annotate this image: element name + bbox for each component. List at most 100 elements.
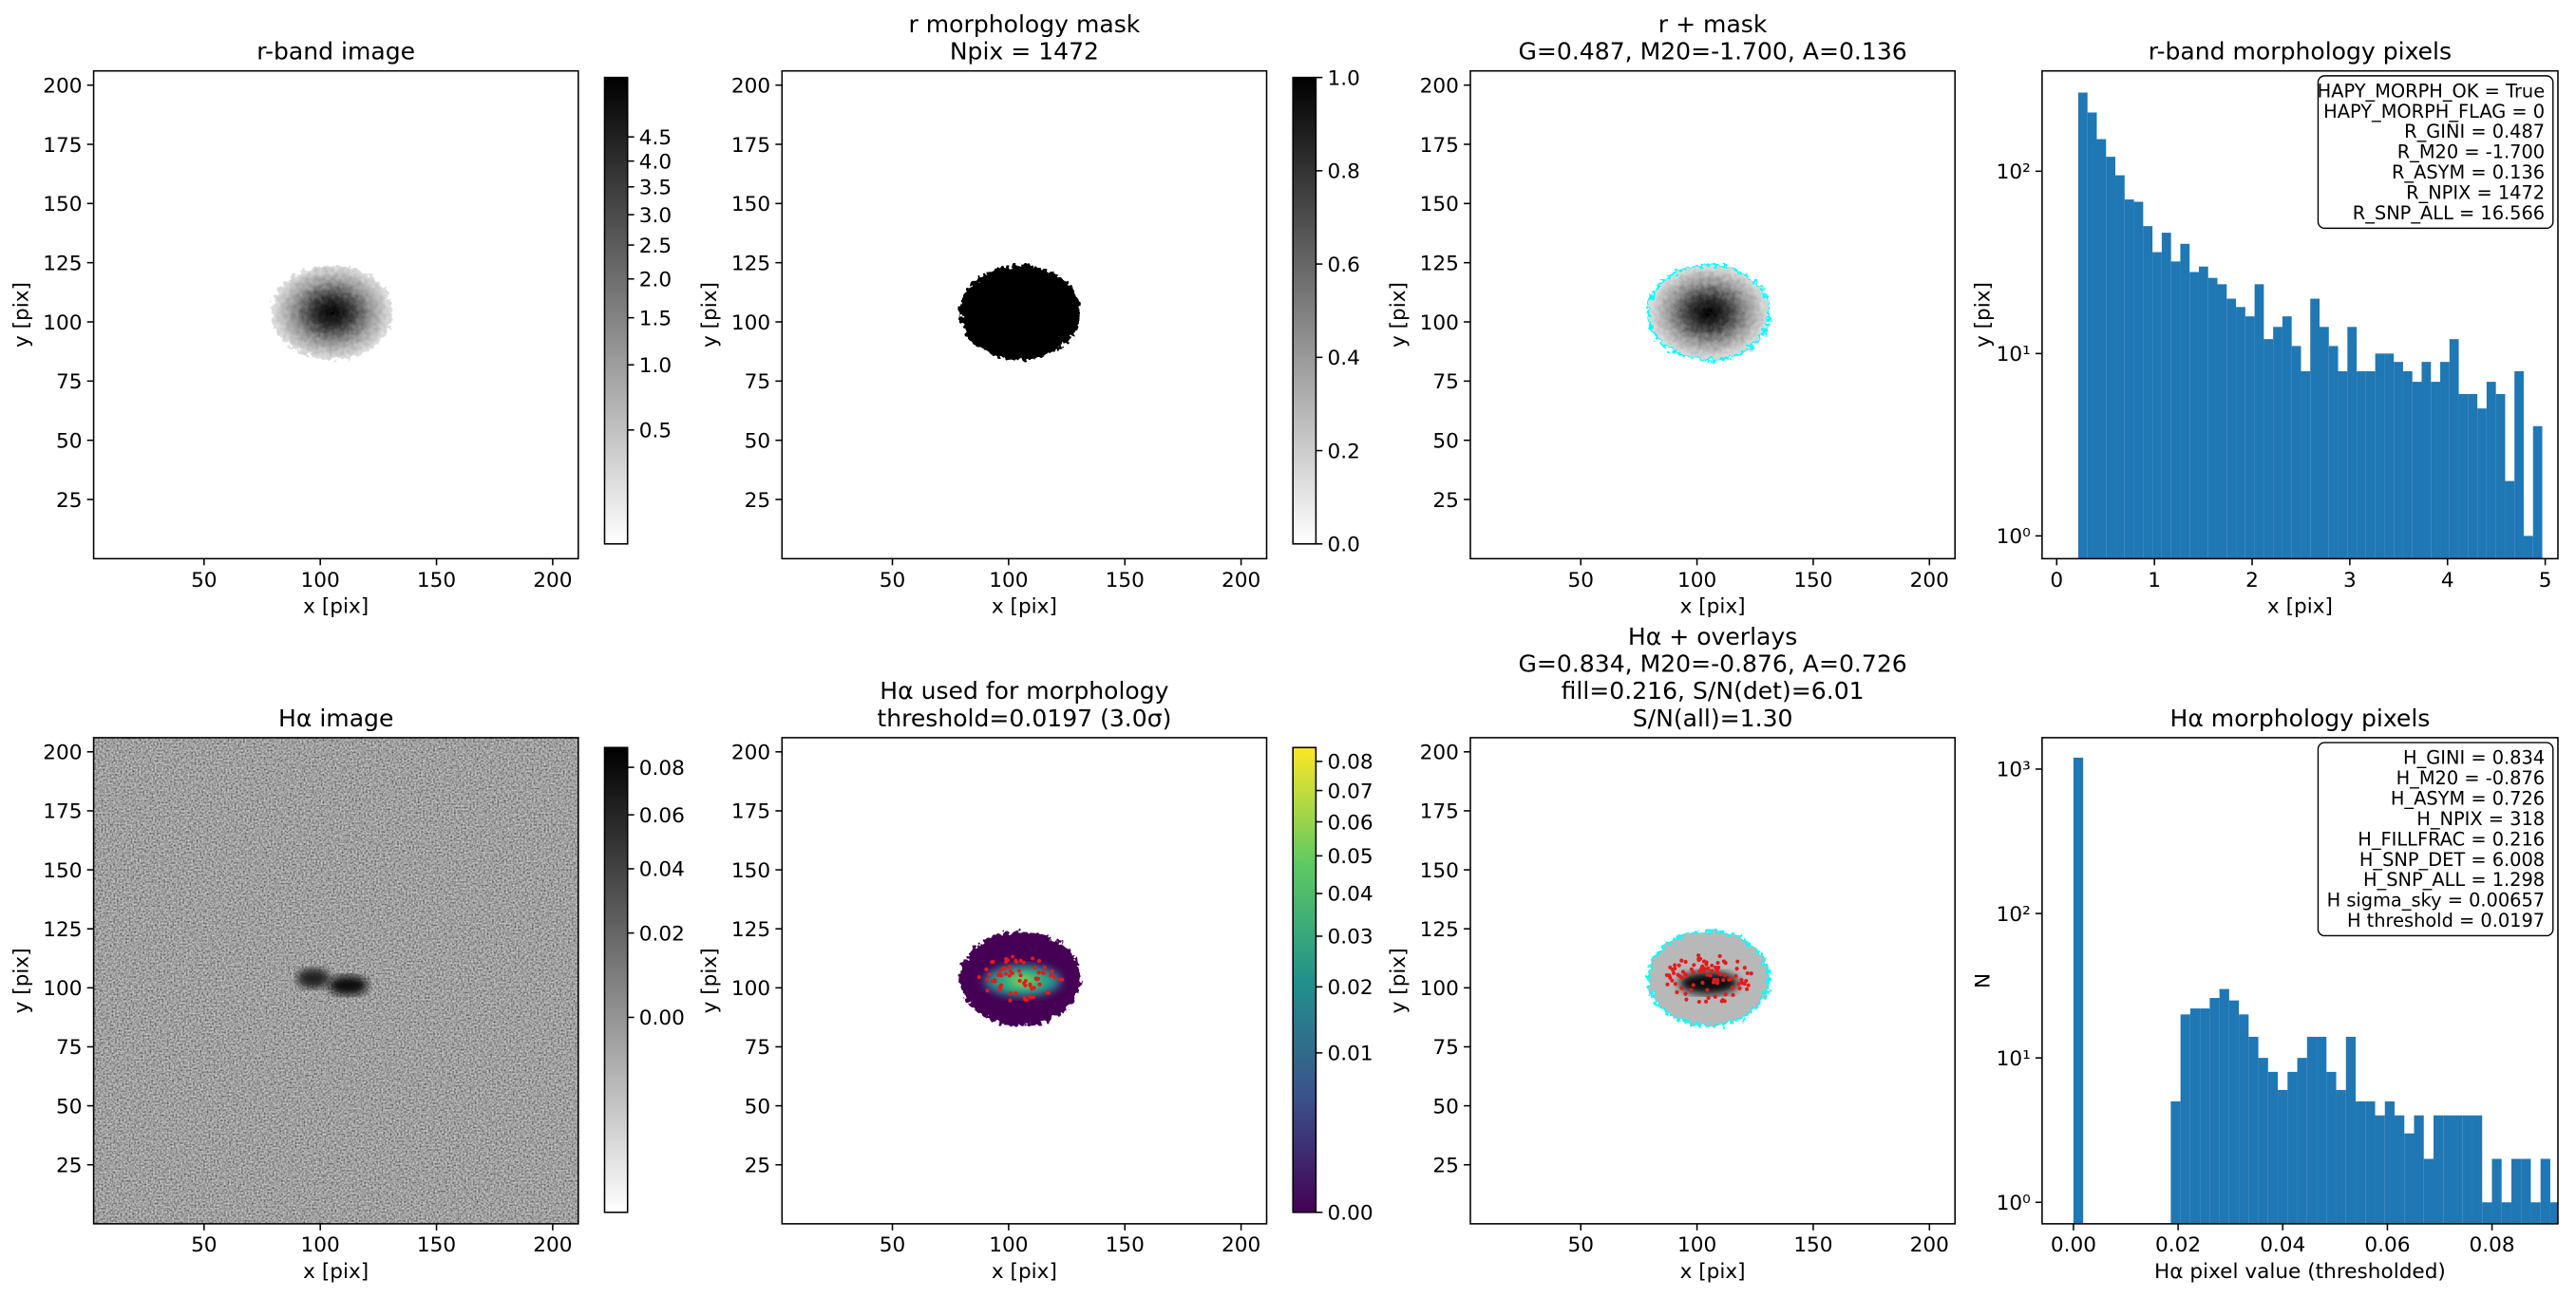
bar xyxy=(2096,139,2107,559)
overlay-dot xyxy=(1730,986,1734,990)
chart-title: threshold=0.0197 (3.0σ) xyxy=(877,705,1171,732)
overlay-dot xyxy=(1691,969,1695,975)
overlay-dot xyxy=(1001,966,1006,970)
y-tick-label: 75 xyxy=(745,370,771,394)
bar xyxy=(2180,243,2190,559)
colorbar xyxy=(1292,746,1317,1213)
y-tick-label: 150 xyxy=(43,193,82,216)
bar xyxy=(2357,370,2366,559)
colorbar-tick-label: 0.4 xyxy=(1328,347,1360,370)
emission xyxy=(328,975,369,996)
bar xyxy=(2347,327,2358,559)
chart-title: Hα morphology pixels xyxy=(2169,705,2430,732)
overlay-dot xyxy=(1042,965,1047,969)
colorbar-tick-label: 0.5 xyxy=(639,420,672,443)
overlay-dot xyxy=(1714,969,1719,973)
y-tick-label: 125 xyxy=(1420,918,1459,942)
x-tick-label: 50 xyxy=(880,569,906,593)
bar xyxy=(2395,1115,2405,1224)
chart-title: G=0.834, M20=-0.876, A=0.726 xyxy=(1518,650,1906,678)
y-tick-label: 125 xyxy=(731,252,770,275)
x-tick-label: 2 xyxy=(2245,569,2259,593)
overlay-dot xyxy=(1735,959,1740,964)
plot-area xyxy=(93,70,578,559)
overlay-dot xyxy=(1745,987,1750,991)
overlay-dot xyxy=(998,987,1003,991)
bar xyxy=(2282,316,2292,559)
overlay-dot xyxy=(1746,983,1751,988)
overlay-dot xyxy=(997,969,1002,973)
overlay-dot xyxy=(1668,965,1673,970)
bar xyxy=(2375,1115,2385,1224)
bar xyxy=(2320,327,2329,559)
colorbar-tick-label: 0.04 xyxy=(1328,883,1373,907)
overlay-dot xyxy=(999,973,1004,978)
y-tick-label: 10¹ xyxy=(1997,1047,2031,1071)
bar xyxy=(2198,266,2208,559)
overlay-dot xyxy=(1665,982,1670,987)
overlay-dot xyxy=(1701,959,1707,964)
x-tick-label: 4 xyxy=(2441,569,2454,593)
y-tick-label: 200 xyxy=(43,74,82,98)
overlay-dot xyxy=(1691,983,1695,988)
bar xyxy=(2170,1100,2181,1224)
y-axis-label: y [pix] xyxy=(1387,948,1411,1013)
panel: 50 100 150 200 25 50 75 100 125 150 175 200 x [pix] y… xyxy=(9,705,685,1284)
overlay-dot xyxy=(1699,967,1704,971)
overlay-dot xyxy=(1670,978,1675,983)
overlay-dot xyxy=(1742,966,1747,970)
overlay-dot xyxy=(996,972,1001,978)
y-tick-label: 200 xyxy=(1420,74,1459,98)
y-tick-label: 75 xyxy=(56,1036,82,1060)
bar xyxy=(2549,1202,2558,1224)
overlay-dot xyxy=(1721,978,1726,983)
overlay-dot xyxy=(985,988,990,993)
bar xyxy=(2453,1115,2463,1224)
galaxy xyxy=(1648,265,1770,360)
colorbar-tick-label: 0.06 xyxy=(639,804,685,828)
bar xyxy=(2239,1014,2249,1224)
annotation-box xyxy=(2317,75,2554,230)
bar xyxy=(2505,480,2515,559)
annotation-text: R_ASYM = 0.136 xyxy=(2392,161,2545,183)
overlay-dot xyxy=(1673,966,1677,971)
y-tick-label: 50 xyxy=(745,429,771,453)
chart-title: Hα + overlays xyxy=(1628,623,1797,650)
overlay-dot xyxy=(1046,990,1051,995)
overlay-dot xyxy=(1668,975,1673,980)
bar xyxy=(2115,175,2125,559)
overlay-dot xyxy=(1713,994,1717,999)
bar xyxy=(2375,353,2385,559)
overlay-dot xyxy=(1004,956,1009,962)
bar xyxy=(2248,1036,2259,1224)
x-tick-label: 100 xyxy=(301,1233,340,1257)
y-tick-label: 10⁰ xyxy=(1997,1192,2031,1215)
overlay-dot xyxy=(1717,953,1722,959)
bar xyxy=(2521,1158,2531,1224)
y-tick-label: 25 xyxy=(745,1155,771,1178)
mask xyxy=(959,265,1081,360)
overlay-dot xyxy=(1700,980,1705,986)
annotation-text: R_GINI = 0.487 xyxy=(2404,121,2545,142)
overlay-dot xyxy=(1714,965,1718,969)
overlay-dot xyxy=(1017,978,1022,984)
bar xyxy=(2254,284,2264,559)
colorbar-tick-label: 1.0 xyxy=(639,354,672,378)
bar xyxy=(2317,1036,2327,1224)
y-axis-label: y [pix] xyxy=(1972,282,1996,348)
x-tick-label: 200 xyxy=(1222,1233,1260,1257)
colorbar-tick-label: 3.0 xyxy=(639,204,672,228)
overlay-dot xyxy=(1676,972,1680,977)
overlay-dot xyxy=(976,975,981,980)
y-tick-label: 10⁰ xyxy=(1997,525,2031,549)
y-tick-label: 10² xyxy=(1997,160,2031,184)
y-tick-label: 75 xyxy=(56,370,82,394)
bar xyxy=(2365,1100,2376,1224)
bar xyxy=(2532,425,2543,559)
bar xyxy=(2301,370,2311,559)
overlay-dot xyxy=(1680,969,1686,974)
bar xyxy=(2170,261,2181,559)
colorbar-tick-label: 0.08 xyxy=(1328,751,1373,775)
annotation-text: H threshold = 0.0197 xyxy=(2347,910,2545,931)
